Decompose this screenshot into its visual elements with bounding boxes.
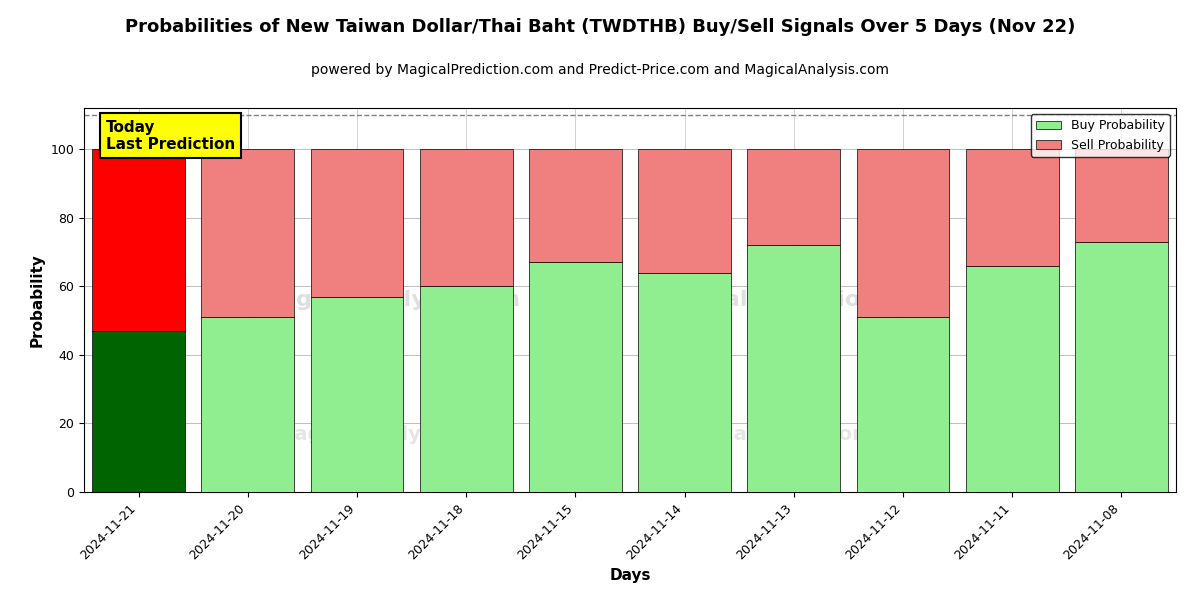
Bar — [638, 149, 731, 272]
Legend: Buy Probability, Sell Probability: Buy Probability, Sell Probability — [1031, 114, 1170, 157]
Text: MagicalAnalysis.com: MagicalAnalysis.com — [259, 290, 521, 310]
Y-axis label: Probability: Probability — [30, 253, 44, 347]
Bar — [638, 272, 731, 492]
Text: Probabilities of New Taiwan Dollar/Thai Baht (TWDTHB) Buy/Sell Signals Over 5 Da: Probabilities of New Taiwan Dollar/Thai … — [125, 18, 1075, 36]
Bar — [92, 149, 185, 331]
Bar — [202, 317, 294, 492]
Bar — [420, 149, 512, 286]
Bar — [311, 149, 403, 296]
Text: Today
Last Prediction: Today Last Prediction — [106, 119, 235, 152]
Bar — [311, 296, 403, 492]
Bar — [748, 149, 840, 245]
Text: MagicalPrediction.com: MagicalPrediction.com — [652, 290, 936, 310]
Bar — [529, 262, 622, 492]
Bar — [966, 266, 1058, 492]
Bar — [529, 149, 622, 262]
Bar — [857, 317, 949, 492]
Bar — [420, 286, 512, 492]
Bar — [202, 149, 294, 317]
Bar — [1075, 149, 1168, 242]
Bar — [748, 245, 840, 492]
Text: MagicalPrediction.com: MagicalPrediction.com — [668, 425, 919, 444]
X-axis label: Days: Days — [610, 568, 650, 583]
Bar — [1075, 242, 1168, 492]
Bar — [966, 149, 1058, 266]
Bar — [857, 149, 949, 317]
Text: powered by MagicalPrediction.com and Predict-Price.com and MagicalAnalysis.com: powered by MagicalPrediction.com and Pre… — [311, 63, 889, 77]
Text: MagicalAnalysis.com: MagicalAnalysis.com — [276, 425, 504, 444]
Bar — [92, 331, 185, 492]
